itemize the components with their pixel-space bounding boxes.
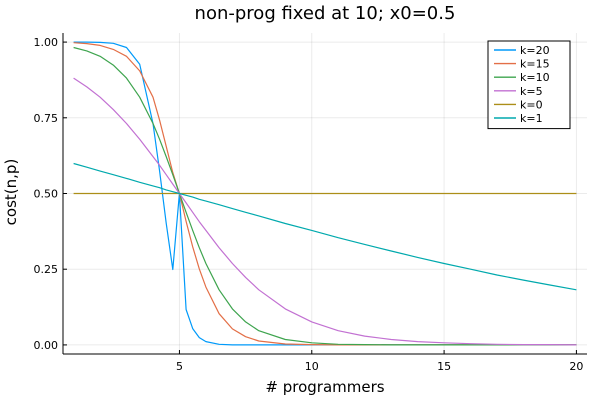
x-tick-label: 20 <box>569 360 583 373</box>
y-axis-title: cost(n,p) <box>2 159 20 226</box>
y-tick-label: 0.75 <box>34 112 59 125</box>
series-lines <box>73 41 577 346</box>
y-tick-label: 1.00 <box>34 36 59 49</box>
y-tick-label: 0.00 <box>34 339 59 352</box>
legend-label: k=5 <box>520 85 543 98</box>
series-line-k-1 <box>73 162 577 291</box>
legend: k=20k=15k=10k=5k=0k=1 <box>487 40 571 130</box>
legend-label: k=1 <box>520 112 543 125</box>
y-tick-label: 0.25 <box>34 263 59 276</box>
legend-label: k=15 <box>520 58 550 71</box>
x-tick-label: 15 <box>437 360 451 373</box>
legend-label: k=10 <box>520 71 550 84</box>
axes <box>62 33 587 355</box>
x-tick-label: 5 <box>176 360 183 373</box>
y-tick-label: 0.50 <box>34 188 59 201</box>
chart-title: non-prog fixed at 10; x0=0.5 <box>195 3 456 24</box>
tick-labels: 5 10 15 20 0.00 0.25 0.50 0.75 1.00 <box>34 36 584 373</box>
series-line-k-10 <box>73 46 577 346</box>
x-axis-title: # programmers <box>265 378 384 396</box>
series-line-k-5 <box>73 77 577 346</box>
x-tick-label: 10 <box>305 360 319 373</box>
legend-label: k=0 <box>520 98 543 111</box>
legend-box <box>487 40 571 130</box>
legend-label: k=20 <box>520 44 550 57</box>
